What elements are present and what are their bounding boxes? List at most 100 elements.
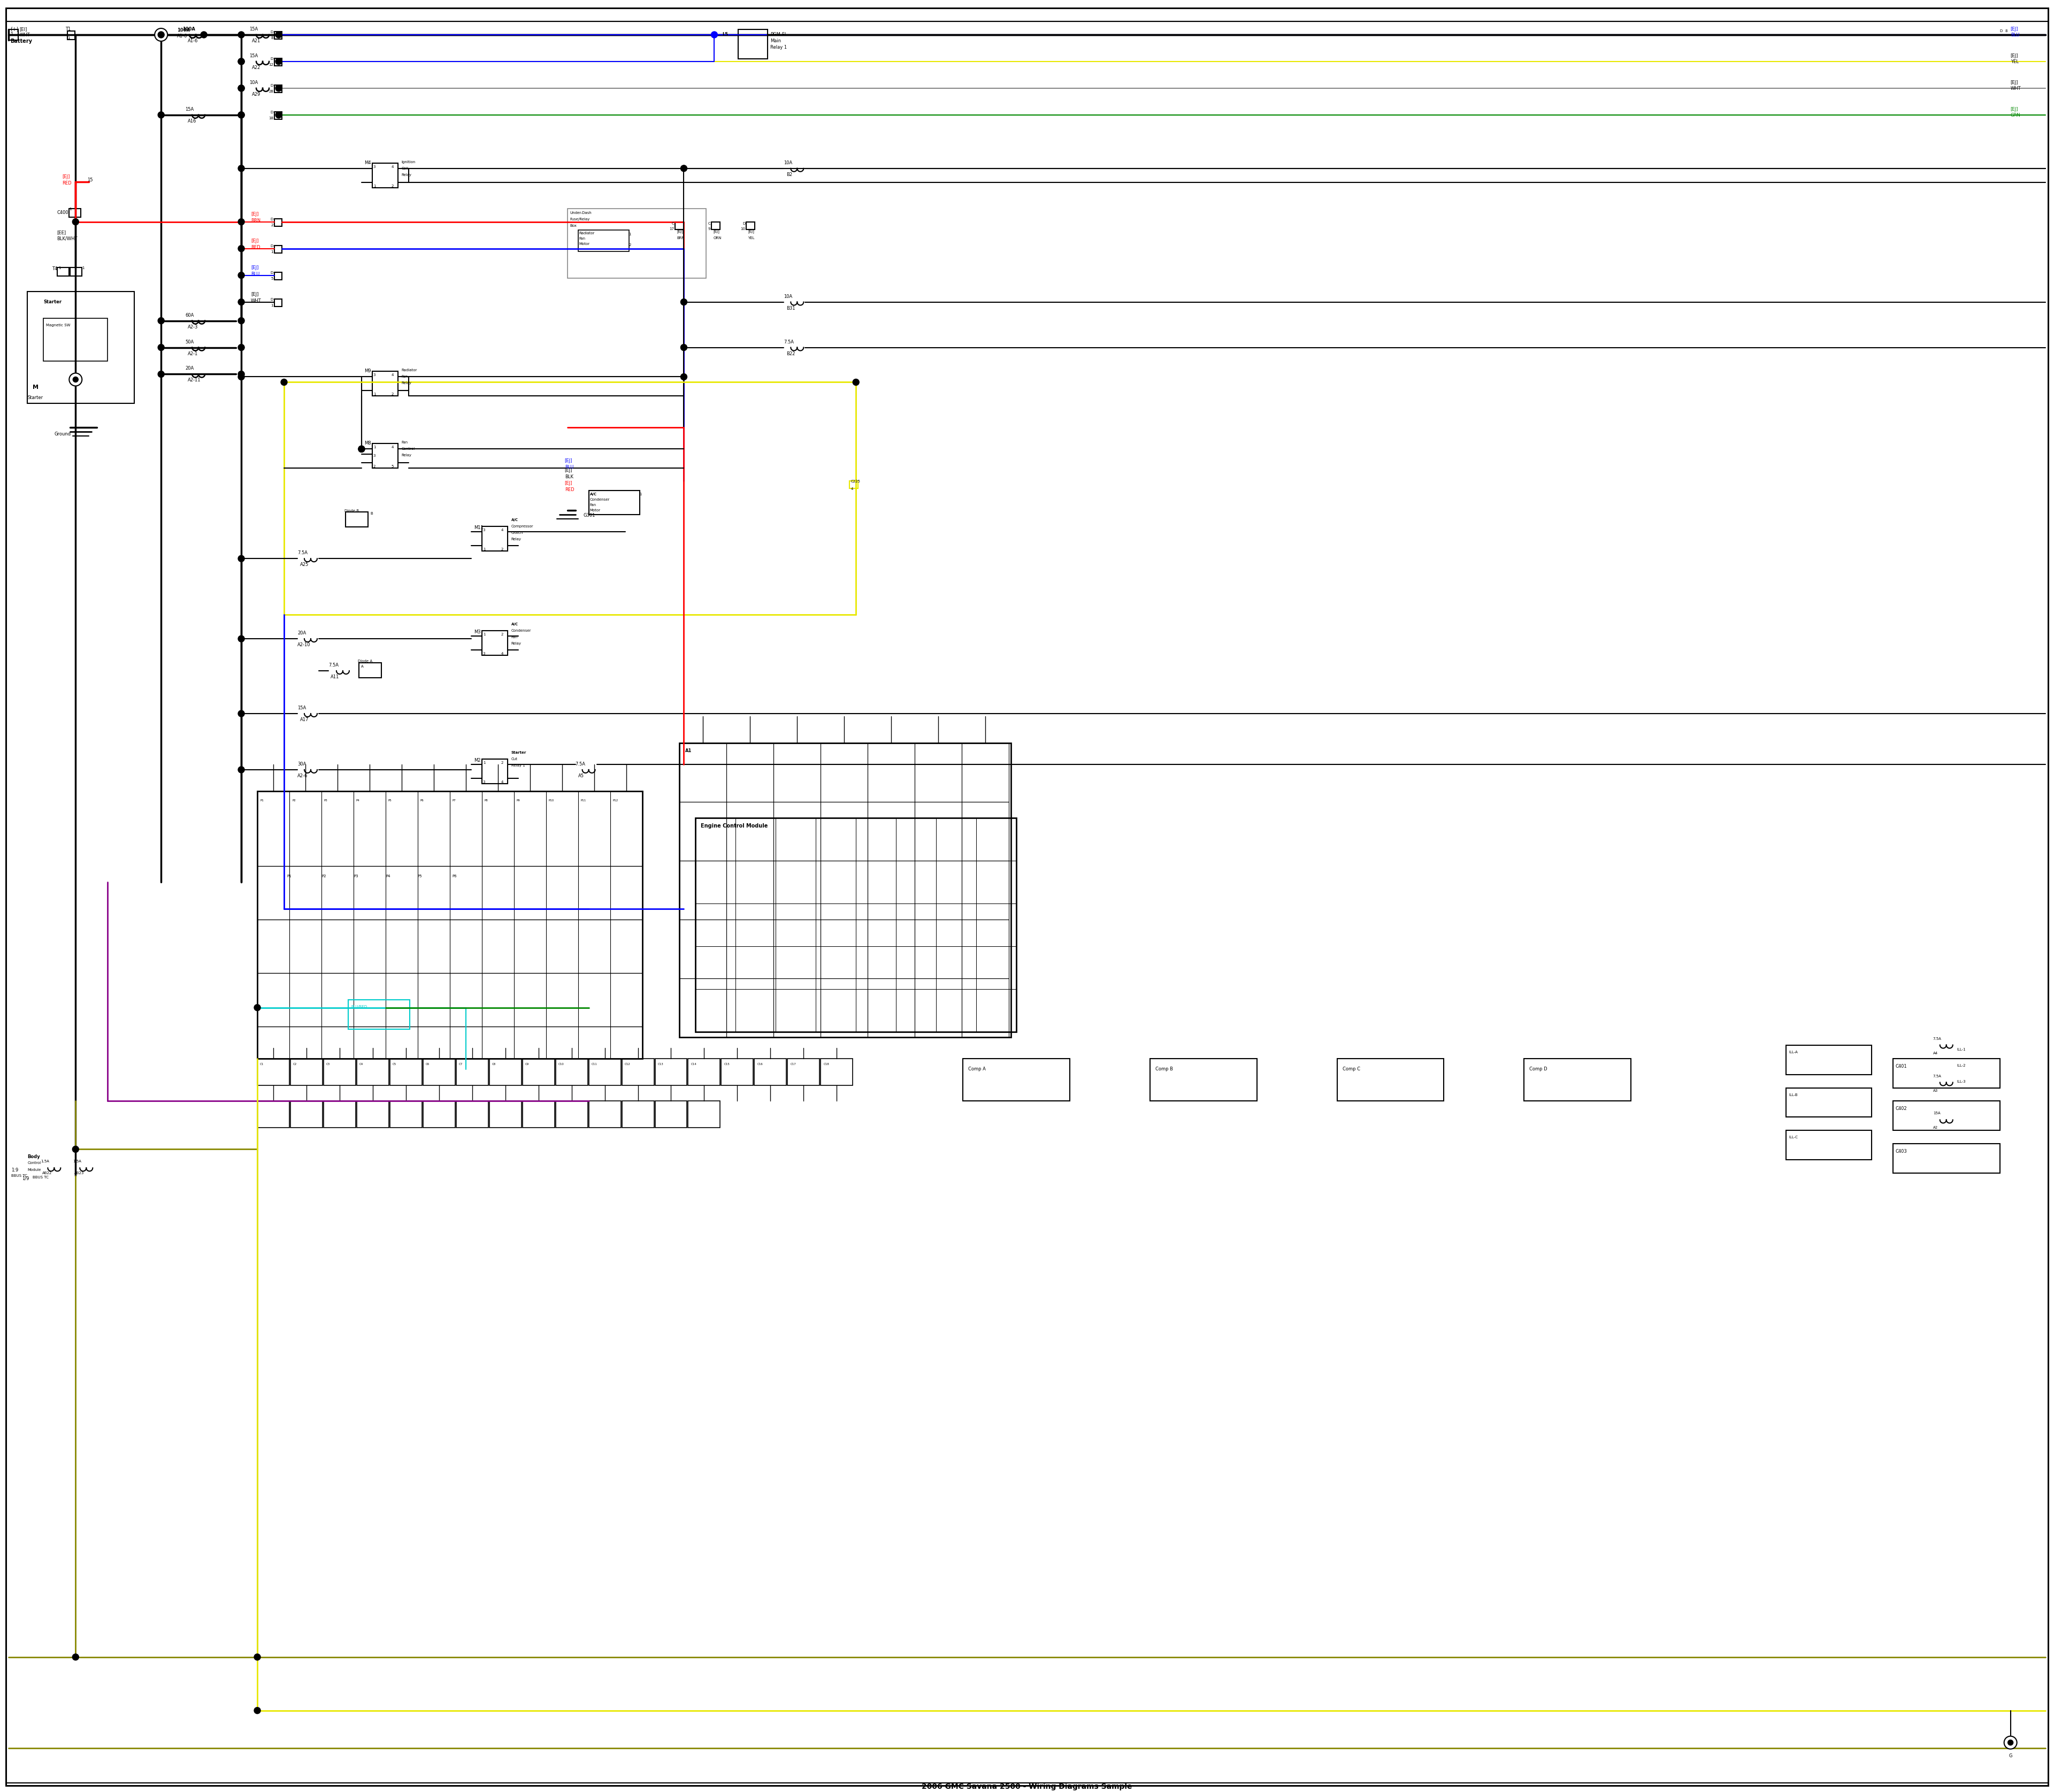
Bar	[423, 1059, 456, 1086]
Circle shape	[275, 59, 281, 65]
Text: 3: 3	[374, 455, 376, 457]
Bar	[976, 946, 1017, 989]
Text: M2: M2	[474, 758, 481, 763]
Bar	[1337, 1059, 1444, 1100]
Bar	[867, 744, 914, 801]
Text: Engine Control Module: Engine Control Module	[700, 823, 768, 828]
Bar	[815, 860, 857, 903]
Text: Motor: Motor	[579, 242, 589, 246]
Text: P5: P5	[417, 874, 423, 878]
Text: C7: C7	[458, 1063, 462, 1064]
Bar	[896, 989, 937, 1032]
Circle shape	[238, 556, 244, 563]
Text: D: D	[271, 217, 273, 220]
Bar	[822, 978, 867, 1038]
Text: Box: Box	[571, 224, 577, 228]
Text: 10A: 10A	[785, 294, 793, 299]
Text: A/C: A/C	[511, 624, 518, 625]
Text: 1.5A: 1.5A	[72, 1159, 82, 1163]
Text: Coil: Coil	[403, 167, 409, 170]
Text: PGM-FI: PGM-FI	[770, 32, 787, 38]
Text: 1:9: 1:9	[12, 1168, 18, 1172]
Bar	[776, 903, 815, 946]
Text: ORN: ORN	[713, 237, 721, 240]
Text: Starter: Starter	[511, 751, 526, 754]
Text: C2: C2	[294, 1063, 298, 1064]
Text: [EJ]: [EJ]	[62, 174, 70, 179]
Text: BLK: BLK	[565, 475, 573, 480]
Bar	[325, 1100, 355, 1127]
Circle shape	[255, 1708, 261, 1713]
Text: Relay: Relay	[511, 642, 522, 645]
Bar	[257, 1059, 290, 1086]
Bar	[359, 663, 382, 677]
Text: B: B	[370, 513, 372, 516]
Bar	[696, 989, 735, 1032]
Text: 1/9: 1/9	[23, 1176, 29, 1181]
Text: A5: A5	[577, 774, 583, 778]
Circle shape	[72, 1147, 78, 1152]
Text: A4: A4	[1933, 1052, 1937, 1055]
Text: Ignition: Ignition	[403, 159, 415, 163]
Text: 2: 2	[271, 224, 273, 226]
Text: BLK/WHT: BLK/WHT	[58, 237, 78, 242]
Text: BBUS TC: BBUS TC	[12, 1174, 27, 1177]
Bar	[696, 817, 1017, 1032]
Text: P7: P7	[452, 799, 456, 801]
Text: P6: P6	[452, 874, 458, 878]
Text: 15A: 15A	[249, 27, 259, 32]
Bar	[776, 989, 815, 1032]
Bar	[275, 299, 281, 306]
Bar	[68, 30, 76, 39]
Text: BBUS TC: BBUS TC	[33, 1176, 49, 1179]
Text: GRN: GRN	[2011, 113, 2021, 118]
Bar	[787, 1059, 820, 1086]
Text: 4: 4	[392, 165, 394, 168]
Bar	[275, 32, 281, 39]
Text: 2: 2	[392, 392, 394, 396]
Text: 2: 2	[392, 185, 394, 188]
Bar	[815, 989, 857, 1032]
Text: Compressor: Compressor	[511, 525, 534, 529]
Bar	[483, 527, 507, 552]
Text: A2: A2	[1933, 1125, 1937, 1129]
Text: P11: P11	[581, 799, 585, 801]
Text: [EJ]: [EJ]	[748, 229, 754, 233]
Circle shape	[72, 219, 78, 226]
Bar	[275, 84, 281, 93]
Bar	[774, 744, 822, 801]
Text: 1: 1	[374, 446, 376, 450]
Bar	[275, 59, 281, 66]
Bar	[58, 267, 70, 276]
Circle shape	[680, 165, 686, 172]
Text: P12: P12	[612, 799, 618, 801]
Circle shape	[711, 32, 717, 38]
Text: Diode A: Diode A	[357, 659, 372, 663]
Text: 7.5A: 7.5A	[575, 762, 585, 767]
Text: Fuse/Relay: Fuse/Relay	[571, 217, 589, 220]
Text: [EJ]: [EJ]	[713, 229, 719, 233]
Text: C225: C225	[850, 480, 861, 484]
Text: C4: C4	[359, 1063, 364, 1064]
Text: 8: 8	[271, 36, 273, 39]
Bar	[937, 946, 976, 989]
Bar	[857, 860, 896, 903]
Bar	[711, 222, 721, 229]
Text: A1-6: A1-6	[177, 34, 187, 38]
Text: C18: C18	[824, 1063, 830, 1064]
Text: Under-Dash: Under-Dash	[571, 211, 592, 215]
Text: Radiator: Radiator	[579, 231, 596, 235]
Text: C1: C1	[261, 1063, 263, 1064]
Text: P6: P6	[421, 799, 423, 801]
Text: T1: T1	[66, 27, 72, 32]
Text: A1-6: A1-6	[187, 38, 197, 43]
Bar	[976, 903, 1017, 946]
Circle shape	[238, 32, 244, 38]
Circle shape	[680, 299, 686, 305]
Circle shape	[238, 710, 244, 717]
Text: [EE]: [EE]	[58, 229, 66, 235]
Text: Condenser: Condenser	[511, 629, 532, 633]
Bar	[8, 29, 18, 39]
Text: 4: 4	[501, 781, 503, 783]
Text: 7.5A: 7.5A	[1933, 1038, 1941, 1039]
